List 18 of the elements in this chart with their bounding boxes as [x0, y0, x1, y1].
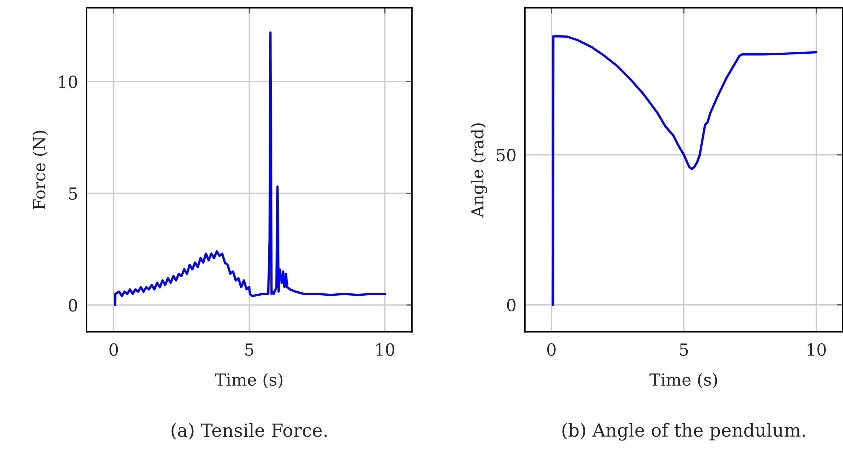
line-series — [114, 32, 386, 306]
line-series — [552, 35, 818, 306]
text: (b) Angle of the pendulum. — [562, 423, 806, 441]
y-tick-label: 50 — [497, 149, 516, 162]
y-tick-label: 5 — [69, 188, 78, 200]
y-tick-label: 0 — [68, 299, 78, 312]
x-tick-label: 10 — [376, 344, 395, 356]
x-tick-label: 10 — [808, 344, 826, 356]
x-axis-title: Time (s) — [650, 373, 718, 388]
text: (a) Tensile Force. — [172, 423, 328, 440]
x-tick-label: 5 — [680, 344, 688, 356]
y-axis-title: Force (N) — [32, 131, 48, 210]
x-tick-label: 5 — [246, 344, 254, 356]
y-axis-title: Angle (rad) — [470, 124, 488, 218]
x-tick-label: 0 — [110, 344, 118, 356]
x-tick-label: 0 — [547, 344, 556, 356]
y-tick-label: 10 — [59, 76, 78, 88]
x-axis-title: Time (s) — [215, 373, 283, 388]
